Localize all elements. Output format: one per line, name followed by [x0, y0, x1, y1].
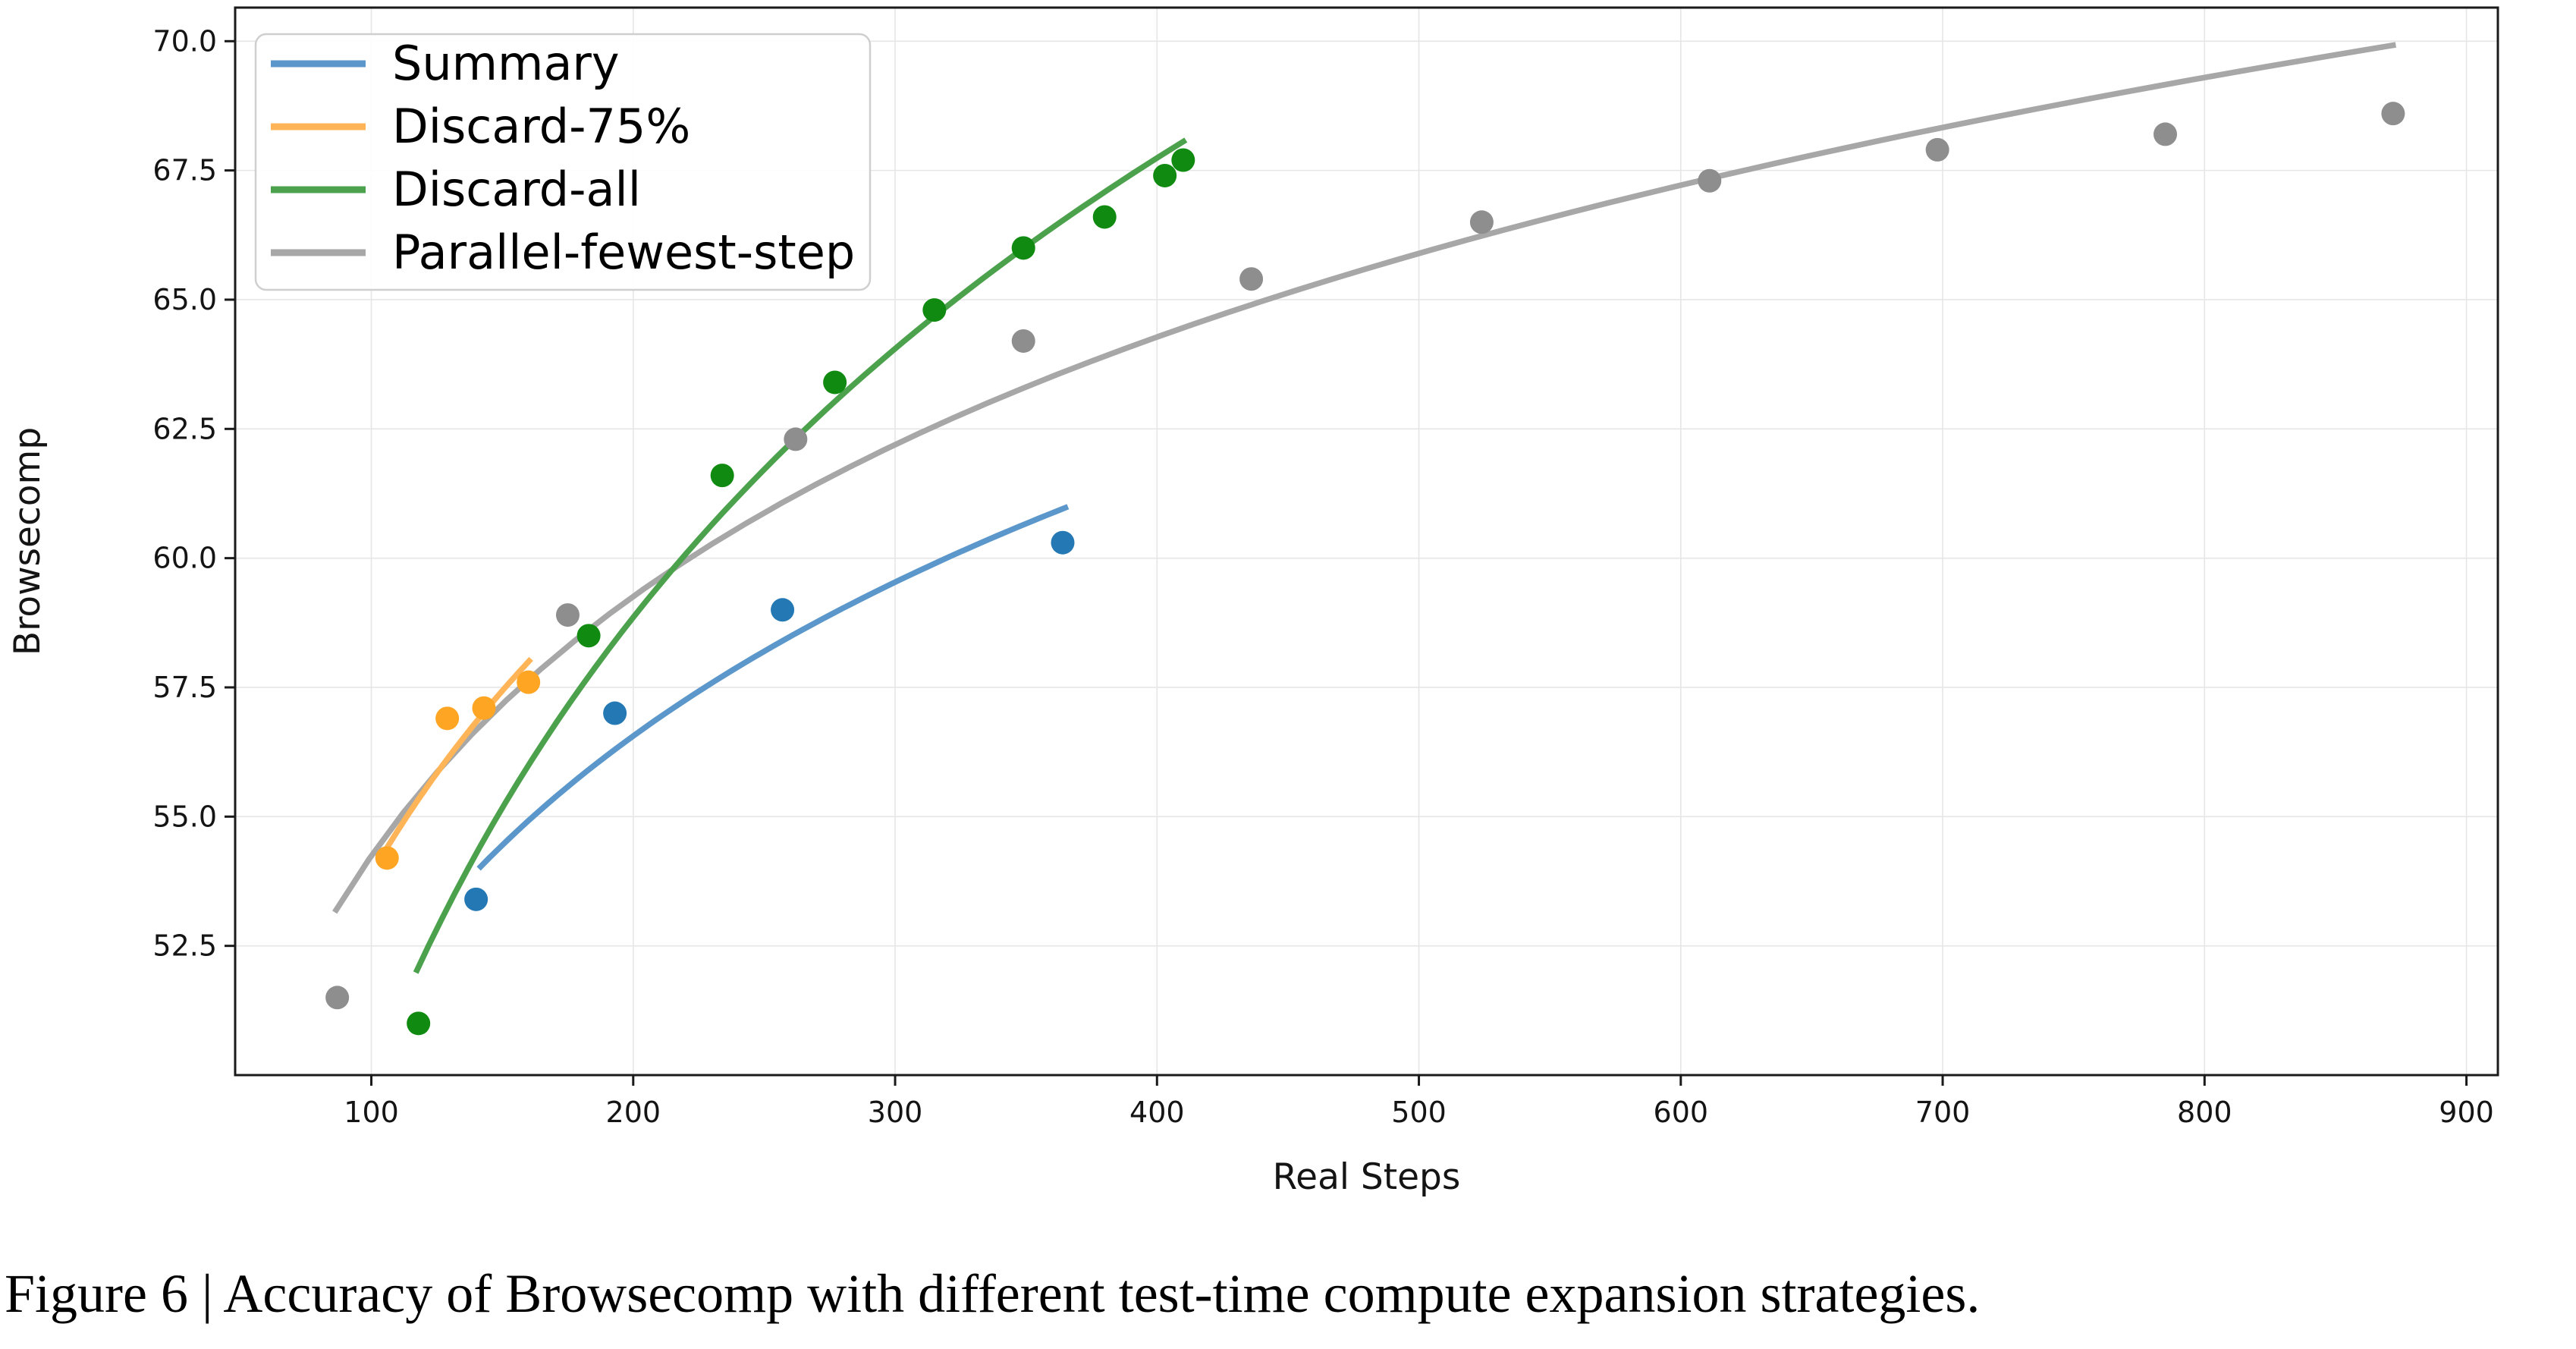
x-axis-tick-label: 900	[2439, 1096, 2494, 1129]
scatter-point-Discard-all	[1092, 205, 1117, 229]
scatter-point-Summary	[1051, 530, 1075, 555]
scatter-point-Discard-all	[922, 298, 947, 322]
y-axis-label: Browsecomp	[7, 427, 49, 656]
y-axis-tick-label: 60.0	[152, 542, 217, 575]
y-axis-tick-label: 55.0	[152, 800, 217, 833]
scatter-point-Discard-75%	[472, 696, 496, 720]
y-axis-tick-label: 67.5	[152, 154, 217, 187]
scatter-point-Discard-75%	[375, 846, 399, 870]
scatter-point-Discard-all	[1171, 148, 1195, 172]
x-axis-tick-label: 100	[344, 1096, 399, 1129]
y-axis-tick-label: 57.5	[152, 671, 217, 704]
x-axis-tick-label: 500	[1391, 1096, 1447, 1129]
scatter-point-Summary	[603, 701, 627, 725]
scatter-point-Discard-all	[407, 1011, 431, 1036]
legend-box	[254, 33, 872, 291]
scatter-point-Discard-all	[1011, 236, 1035, 260]
scatter-point-Discard-75%	[517, 670, 541, 694]
scatter-point-Summary	[771, 598, 795, 622]
trend-curve-Discard-75%	[382, 656, 533, 854]
x-axis-label: Real Steps	[1273, 1156, 1461, 1198]
x-axis-tick-label: 400	[1129, 1096, 1185, 1129]
scatter-point-Discard-all	[823, 370, 847, 395]
scatter-point-Parallel-fewest-step	[325, 986, 350, 1010]
scatter-point-Parallel-fewest-step	[1011, 329, 1035, 353]
scatter-point-Parallel-fewest-step	[1239, 267, 1264, 291]
scatter-point-Parallel-fewest-step	[2153, 122, 2178, 146]
scatter-point-Discard-all	[710, 464, 734, 488]
y-axis-tick-label: 62.5	[152, 412, 217, 445]
y-axis-tick-label: 52.5	[152, 929, 217, 963]
x-axis-tick-label: 200	[606, 1096, 661, 1129]
legend-entry-label: Discard-all	[392, 162, 641, 217]
legend-entry-label: Summary	[392, 36, 620, 91]
legend-entry-label: Discard-75%	[392, 99, 690, 154]
legend-entry-label: Parallel-fewest-step	[392, 225, 855, 280]
scatter-point-Parallel-fewest-step	[784, 427, 808, 451]
scatter-point-Parallel-fewest-step	[555, 603, 580, 627]
scatter-point-Parallel-fewest-step	[2381, 102, 2405, 126]
figure-caption: Figure 6 | Accuracy of Browsecomp with d…	[5, 1263, 1981, 1324]
scatter-point-Summary	[464, 887, 488, 911]
y-axis-tick-label: 70.0	[152, 24, 217, 58]
scatter-point-Parallel-fewest-step	[1469, 210, 1494, 234]
scatter-point-Discard-all	[576, 624, 601, 648]
y-axis-tick-label: 65.0	[152, 283, 217, 316]
x-axis-tick-label: 700	[1915, 1096, 1971, 1129]
trend-curve-Summary	[476, 504, 1070, 871]
x-axis-tick-label: 800	[2177, 1096, 2232, 1129]
plot-border	[234, 6, 2499, 1077]
x-axis-tick-label: 300	[868, 1096, 923, 1129]
scatter-point-Parallel-fewest-step	[1925, 137, 1949, 162]
scatter-point-Discard-75%	[435, 706, 460, 731]
x-axis-tick-label: 600	[1654, 1096, 1709, 1129]
scatter-point-Parallel-fewest-step	[1698, 168, 1722, 193]
scatter-point-Discard-all	[1153, 163, 1177, 187]
